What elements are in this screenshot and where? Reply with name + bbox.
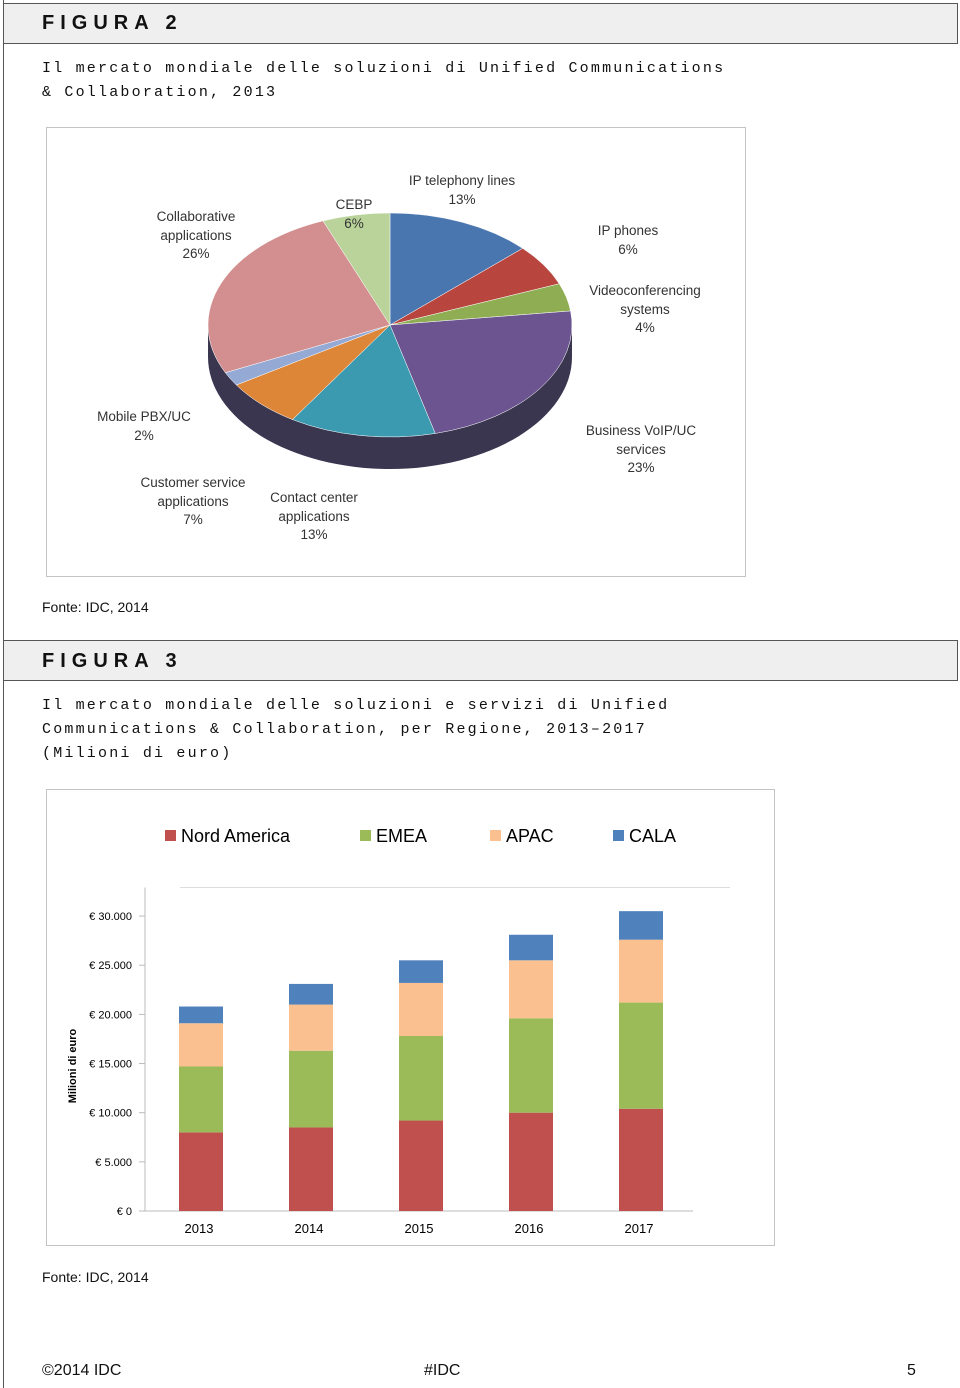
y-tick-label: € 20.000 [89, 1009, 132, 1021]
bar-segment [399, 1120, 443, 1211]
pie-slice [292, 324, 436, 438]
x-tick-label: 2014 [295, 1221, 324, 1236]
bar-segment [179, 1023, 223, 1067]
slice-name: IP phones [597, 223, 659, 238]
footer-right: 5 [907, 1362, 916, 1379]
slice-label: IP phones 6% [553, 222, 703, 259]
slice-label: Customer service applications 7% [118, 474, 268, 530]
slice-value: 23% [627, 460, 655, 475]
y-tick-label: € 5.000 [95, 1157, 132, 1169]
legend-label: Nord America [181, 826, 291, 846]
footer-left: ©2014 IDC [42, 1362, 122, 1379]
figure-header [3, 3, 958, 44]
bar-segment [289, 1004, 333, 1051]
source: Fonte: IDC, 2014 [42, 1269, 149, 1285]
slice-name: Videoconferencing systems [589, 283, 701, 317]
pie-slice [322, 212, 391, 326]
figure-title: Il mercato mondiale delle soluzioni e se… [42, 697, 670, 738]
slice-label: Collaborative applications 26% [121, 208, 271, 264]
figure-label: FIGURA 2 [42, 12, 183, 34]
chart-frame [46, 127, 746, 577]
slice-label: Mobile PBX/UC 2% [69, 408, 219, 445]
bar-segment [399, 982, 443, 1037]
bar-segment [509, 1018, 553, 1113]
x-tick-label: 2017 [625, 1221, 654, 1236]
y-axis-title: Milioni di euro [67, 1028, 79, 1103]
figure-subtitle: (Milioni di euro) [42, 745, 233, 762]
slice-label: Business VoIP/UC services 23% [566, 422, 716, 478]
pie-slice [389, 212, 524, 326]
legend-swatch [613, 830, 624, 841]
slice-name: Contact center applications [270, 490, 358, 524]
slice-value: 13% [448, 191, 476, 207]
y-tick-label: € 15.000 [89, 1059, 132, 1071]
bar-segment [619, 939, 663, 1003]
legend-label: CALA [629, 826, 676, 846]
legend-swatch [165, 830, 176, 841]
pie-rim [208, 325, 572, 469]
bar-segment [179, 1132, 223, 1211]
bar-segment [289, 1050, 333, 1128]
figure-label: FIGURA 3 [42, 650, 183, 672]
slice-name: Customer service applications [140, 475, 246, 509]
bar-segment [509, 960, 553, 1019]
bar-segment [509, 1112, 553, 1211]
slice-label: Contact center applications 13% [239, 489, 389, 545]
bar-segment [619, 1108, 663, 1211]
bar-segment [619, 1002, 663, 1109]
slice-label: CEBP 6% [279, 196, 429, 233]
footer-center: #IDC [424, 1362, 461, 1379]
figure-title: Il mercato mondiale delle soluzioni di U… [42, 60, 726, 101]
slice-name: CEBP [335, 197, 373, 212]
slice-name: IP telephony lines [408, 173, 516, 188]
source: Fonte: IDC, 2014 [42, 599, 149, 615]
y-tick-label: € 25.000 [89, 960, 132, 972]
y-tick-label: € 30.000 [89, 911, 132, 923]
slice-value: 6% [344, 215, 364, 231]
slice-name: Business VoIP/UC services [585, 423, 697, 457]
bar-segment [179, 1066, 223, 1133]
slice-value: 4% [635, 320, 655, 335]
y-tick-label: € 10.000 [89, 1108, 132, 1120]
bar-segment [289, 983, 333, 1005]
slice-name: Collaborative applications [156, 209, 236, 243]
y-tick-label: € 0 [117, 1206, 132, 1218]
slice-label: IP telephony lines 13% [387, 172, 537, 209]
slice-value: 2% [134, 427, 154, 443]
bar-segment [619, 911, 663, 940]
x-tick-label: 2013 [185, 1221, 214, 1236]
figure-header [3, 640, 958, 681]
bar-segment [399, 960, 443, 983]
bar-segment [509, 934, 553, 961]
x-tick-label: 2016 [515, 1221, 544, 1236]
slice-value: 13% [300, 527, 328, 542]
pie-slice [207, 220, 391, 373]
legend-swatch [490, 830, 501, 841]
slice-name: Mobile PBX/UC [97, 409, 191, 424]
legend-label: EMEA [376, 826, 427, 846]
x-tick-label: 2015 [405, 1221, 434, 1236]
bar-segment [179, 1006, 223, 1024]
chart-frame [46, 789, 775, 1246]
pie-slice [389, 310, 573, 434]
bar-segment [289, 1127, 333, 1211]
slice-value: 6% [618, 241, 638, 257]
legend-swatch [360, 830, 371, 841]
bar-segment [399, 1036, 443, 1121]
slice-value: 7% [183, 512, 203, 527]
page-border [3, 0, 4, 1388]
slice-value: 26% [182, 246, 210, 261]
slice-label: Videoconferencing systems 4% [570, 282, 720, 338]
legend-label: APAC [506, 826, 554, 846]
